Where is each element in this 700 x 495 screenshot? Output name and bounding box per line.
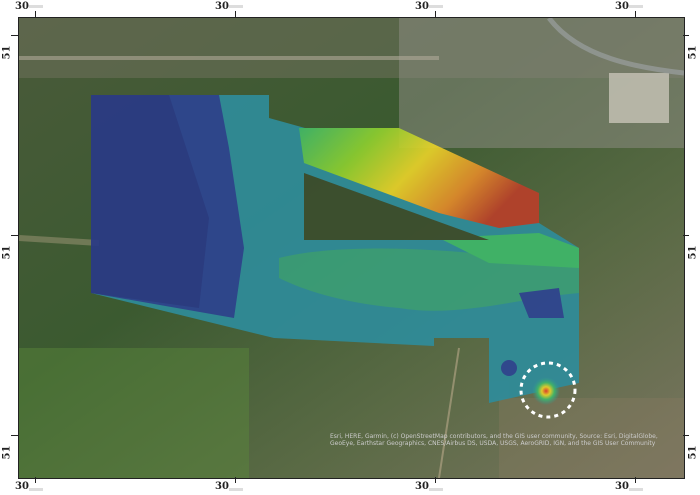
bottom-tick-label: 30: [615, 481, 629, 492]
tick-mark: [435, 11, 436, 18]
tick-mark: [11, 35, 18, 36]
tick-mark: [683, 235, 689, 236]
tick-mark: [635, 477, 636, 483]
top-tick-label: 30: [15, 1, 29, 12]
tick-mark: [683, 435, 689, 436]
top-tick-label: 30: [615, 1, 629, 12]
highlight-marker-circle: [519, 361, 577, 419]
tick-mark: [35, 477, 36, 483]
bottom-tick-label: 30: [215, 481, 229, 492]
right-tick-label: 51: [687, 445, 699, 460]
left-tick-label: 51: [1, 245, 13, 260]
top-tick-label: 30: [215, 1, 229, 12]
top-tick-label: 30: [415, 1, 429, 12]
map-canvas[interactable]: [19, 18, 684, 478]
tick-mark: [235, 477, 236, 483]
map-attribution: Esri, HERE, Garmin, (c) OpenStreetMap co…: [330, 433, 658, 447]
left-tick-label: 51: [1, 445, 13, 460]
heatmap-overlay: [91, 95, 579, 405]
tick-mark: [683, 35, 689, 36]
tick-mark: [11, 235, 18, 236]
tick-mark: [11, 435, 18, 436]
bottom-tick-label: 30: [15, 481, 29, 492]
map-frame[interactable]: [18, 17, 685, 479]
tick-mark: [435, 477, 436, 483]
right-tick-label: 51: [687, 245, 699, 260]
left-tick-label: 51: [1, 45, 13, 60]
tick-mark: [235, 11, 236, 18]
tick-mark: [35, 11, 36, 18]
tick-mark: [635, 11, 636, 18]
bottom-tick-label: 30: [415, 481, 429, 492]
right-tick-label: 51: [687, 45, 699, 60]
